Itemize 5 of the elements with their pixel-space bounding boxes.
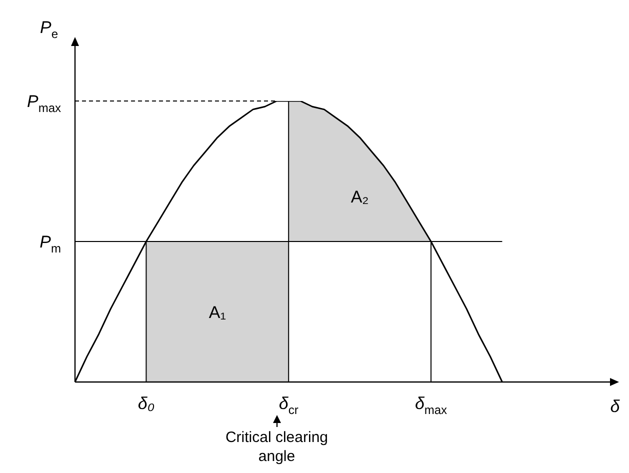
x-axis-title: δ <box>610 397 620 416</box>
x-tick-label: δ₀ <box>138 394 155 413</box>
series-label: A₂ <box>350 187 369 206</box>
series-label: A₁ <box>208 302 226 322</box>
text: Critical clearing angle <box>225 429 328 465</box>
